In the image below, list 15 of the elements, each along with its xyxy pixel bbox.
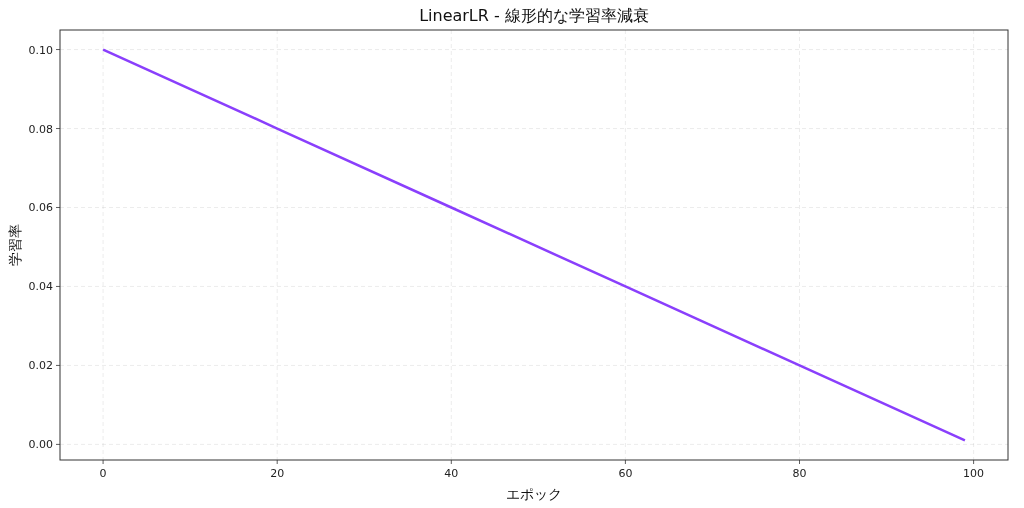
y-tick-label: 0.06 xyxy=(28,201,53,215)
y-tick-label: 0.04 xyxy=(28,280,53,294)
x-tick-label: 0 xyxy=(99,467,107,480)
y-axis-title: 学習率 xyxy=(7,224,23,266)
x-tick-label: 20 xyxy=(270,467,285,480)
x-tick-label: 40 xyxy=(444,467,459,480)
x-axis-title: エポック xyxy=(506,486,562,502)
y-tick-label: 0.10 xyxy=(28,43,53,57)
x-tick-label: 80 xyxy=(792,467,807,480)
y-tick-label: 0.00 xyxy=(28,438,53,452)
x-tick-label: 100 xyxy=(963,467,985,480)
y-tick-label: 0.02 xyxy=(28,359,53,373)
x-tick-label: 60 xyxy=(618,467,633,480)
y-tick-label: 0.08 xyxy=(28,122,53,136)
chart-title: LinearLR - 線形的な学習率減衰 xyxy=(419,6,649,25)
